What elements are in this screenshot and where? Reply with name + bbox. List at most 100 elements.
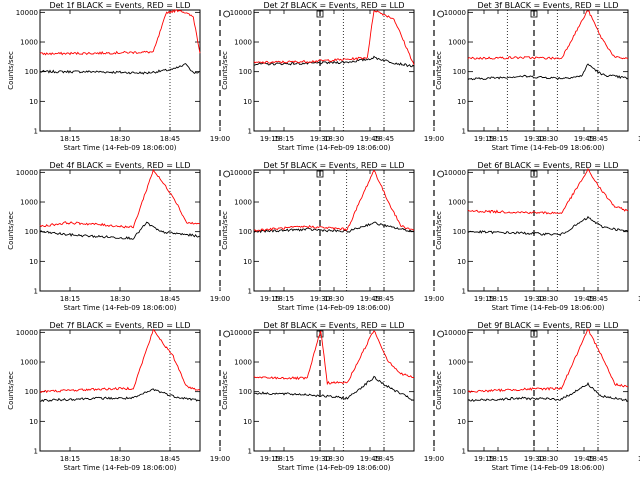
y-tick-label: 1000 (448, 199, 466, 207)
y-tick-label: 100 (25, 388, 38, 396)
y-axis-label: Counts/sec (7, 371, 15, 410)
x-axis-label: Start Time (14-Feb-09 18:06:00) (277, 304, 390, 312)
panel-title: Det 7f BLACK = Events, RED = LLD (49, 321, 190, 330)
panel-title: Det 1f BLACK = Events, RED = LLD (49, 1, 190, 10)
y-axis-label: Counts/sec (221, 211, 229, 250)
circle-marker (437, 170, 445, 178)
y-tick-label: 1 (34, 288, 38, 296)
x-tick-label: 18:30 (110, 295, 130, 303)
series-events-line (253, 55, 415, 68)
y-tick-label: 1 (248, 288, 252, 296)
x-tick-label: 19:00 (424, 295, 444, 303)
x-tick-label: 18:30 (110, 455, 130, 463)
y-tick-label: 1000 (234, 359, 252, 367)
square-marker (316, 330, 324, 338)
y-tick-label: 10 (457, 258, 466, 266)
y-tick-label: 1000 (20, 199, 38, 207)
x-tick-label: 18:45 (588, 135, 608, 143)
y-tick-label: 10 (29, 98, 38, 106)
x-tick-label: 18:30 (110, 135, 130, 143)
x-tick-label: 19:00 (210, 135, 230, 143)
series-lld-line (467, 328, 629, 394)
x-tick-label: 18:30 (324, 135, 344, 143)
series-lld-line (467, 10, 629, 60)
x-tick-label: 19:30 (310, 455, 330, 463)
x-tick-label: 19:45 (574, 135, 594, 143)
x-tick-label: 18:15 (274, 295, 294, 303)
detector-panel-6: Det 6f BLACK = Events, RED = LLD 1 10 100 10… (435, 161, 640, 312)
panel-title: Det 6f BLACK = Events, RED = LLD (477, 161, 618, 170)
x-tick-label: 18:30 (538, 455, 558, 463)
y-tick-label: 10 (457, 98, 466, 106)
y-axis-label: Counts/sec (7, 51, 15, 90)
x-axis-label: Start Time (14-Feb-09 18:06:00) (491, 464, 604, 472)
series-lld-line (253, 169, 415, 233)
panel-title: Det 9f BLACK = Events, RED = LLD (477, 321, 618, 330)
y-tick-label: 10 (243, 418, 252, 426)
detector-panel-2: Det 2f BLACK = Events, RED = LLD 1 10 100 10… (221, 1, 594, 152)
x-tick-label: 19:45 (574, 295, 594, 303)
x-tick-label: 19:00 (210, 295, 230, 303)
y-tick-label: 10 (243, 258, 252, 266)
x-tick-label: 19:45 (360, 455, 380, 463)
x-tick-label: 18:30 (324, 295, 344, 303)
square-marker (530, 10, 538, 18)
circle-marker (223, 330, 231, 338)
x-tick-label: 19:15 (474, 135, 494, 143)
y-tick-label: 100 (239, 68, 252, 76)
panel-frame (253, 329, 415, 452)
x-tick-label: 18:15 (274, 135, 294, 143)
x-axis-label: Start Time (14-Feb-09 18:06:00) (491, 304, 604, 312)
series-lld-line (39, 328, 201, 394)
y-tick-label: 1000 (448, 39, 466, 47)
series-lld-line (467, 167, 629, 215)
x-tick-label: 18:30 (538, 135, 558, 143)
x-tick-label: 18:45 (160, 455, 180, 463)
x-tick-label: 19:45 (360, 135, 380, 143)
circle-marker (223, 10, 231, 18)
detector-panel-1: Det 1f BLACK = Events, RED = LLD 1 10 100 10… (7, 1, 380, 152)
y-tick-label: 1 (248, 128, 252, 136)
x-tick-label: 19:30 (524, 295, 544, 303)
panel-frame (253, 9, 415, 132)
panel-title: Det 5f BLACK = Events, RED = LLD (263, 161, 404, 170)
x-tick-label: 18:15 (60, 295, 80, 303)
x-tick-label: 19:30 (524, 455, 544, 463)
y-tick-label: 100 (25, 68, 38, 76)
panel-title: Det 3f BLACK = Events, RED = LLD (477, 1, 618, 10)
y-tick-label: 10000 (230, 169, 252, 177)
y-tick-label: 10000 (444, 9, 466, 17)
x-tick-label: 19:15 (260, 455, 280, 463)
x-tick-label: 18:30 (324, 455, 344, 463)
y-tick-label: 10000 (16, 9, 38, 17)
series-lld-line (39, 9, 201, 56)
series-events-line (39, 388, 200, 403)
y-tick-label: 10000 (444, 329, 466, 337)
detector-panel-8: Det 8f BLACK = Events, RED = LLD 1 10 100 10… (221, 321, 594, 472)
y-tick-label: 1 (34, 128, 38, 136)
panel-frame (39, 169, 201, 292)
series-events-line (39, 221, 200, 240)
x-tick-label: 18:45 (588, 455, 608, 463)
y-tick-label: 10000 (444, 169, 466, 177)
series-events-line (467, 382, 629, 403)
y-tick-label: 10000 (230, 9, 252, 17)
y-tick-label: 1000 (234, 39, 252, 47)
y-tick-label: 1000 (20, 359, 38, 367)
detector-panel-3: Det 3f BLACK = Events, RED = LLD 1 10 100 10… (435, 1, 640, 152)
y-tick-label: 10 (457, 418, 466, 426)
x-axis-label: Start Time (14-Feb-09 18:06:00) (63, 144, 176, 152)
y-tick-label: 100 (239, 228, 252, 236)
y-tick-label: 1 (462, 128, 466, 136)
x-axis-label: Start Time (14-Feb-09 18:06:00) (63, 304, 176, 312)
square-marker (530, 170, 538, 178)
x-tick-label: 18:45 (374, 455, 394, 463)
y-axis-label: Counts/sec (435, 371, 443, 410)
series-lld-line (253, 330, 414, 386)
x-tick-label: 19:30 (310, 135, 330, 143)
y-tick-label: 10 (29, 258, 38, 266)
panel-title: Det 4f BLACK = Events, RED = LLD (49, 161, 190, 170)
series-events-line (39, 63, 200, 75)
square-marker (530, 330, 538, 338)
x-tick-label: 18:45 (374, 135, 394, 143)
